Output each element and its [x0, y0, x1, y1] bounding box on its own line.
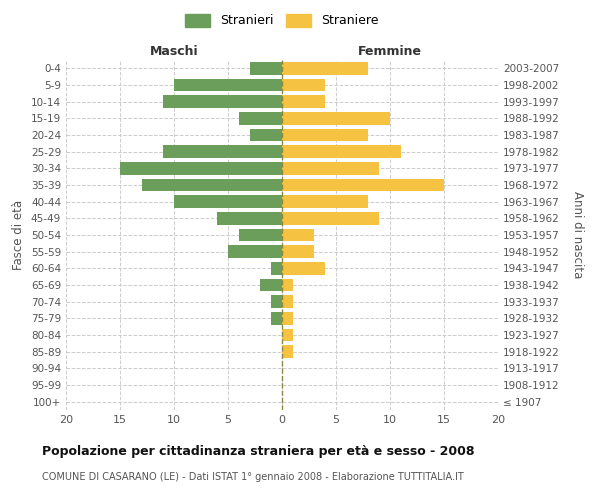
Bar	[174, 79, 282, 92]
Bar	[174, 196, 282, 208]
Text: Popolazione per cittadinanza straniera per età e sesso - 2008: Popolazione per cittadinanza straniera p…	[42, 445, 475, 458]
Bar	[282, 129, 368, 141]
Bar	[120, 162, 282, 174]
Bar	[282, 196, 368, 208]
Bar	[239, 229, 282, 241]
Bar	[271, 312, 282, 324]
Bar	[271, 262, 282, 274]
Bar	[239, 112, 282, 124]
Y-axis label: Fasce di età: Fasce di età	[13, 200, 25, 270]
Bar	[163, 96, 282, 108]
Bar	[163, 146, 282, 158]
Text: Femmine: Femmine	[358, 44, 422, 58]
Bar	[282, 112, 390, 124]
Bar	[282, 279, 293, 291]
Bar	[142, 179, 282, 192]
Bar	[282, 212, 379, 224]
Bar	[282, 146, 401, 158]
Bar	[282, 262, 325, 274]
Bar	[282, 62, 368, 74]
Bar	[260, 279, 282, 291]
Bar	[271, 296, 282, 308]
Bar	[282, 346, 293, 358]
Bar	[282, 296, 293, 308]
Bar	[282, 162, 379, 174]
Text: COMUNE DI CASARANO (LE) - Dati ISTAT 1° gennaio 2008 - Elaborazione TUTTITALIA.I: COMUNE DI CASARANO (LE) - Dati ISTAT 1° …	[42, 472, 464, 482]
Text: Maschi: Maschi	[149, 44, 199, 58]
Bar	[250, 129, 282, 141]
Bar	[282, 79, 325, 92]
Bar	[282, 96, 325, 108]
Bar	[250, 62, 282, 74]
Bar	[282, 179, 444, 192]
Bar	[282, 246, 314, 258]
Y-axis label: Anni di nascita: Anni di nascita	[571, 192, 584, 278]
Bar	[282, 329, 293, 341]
Bar	[228, 246, 282, 258]
Bar	[282, 312, 293, 324]
Bar	[282, 229, 314, 241]
Legend: Stranieri, Straniere: Stranieri, Straniere	[180, 8, 384, 32]
Bar	[217, 212, 282, 224]
